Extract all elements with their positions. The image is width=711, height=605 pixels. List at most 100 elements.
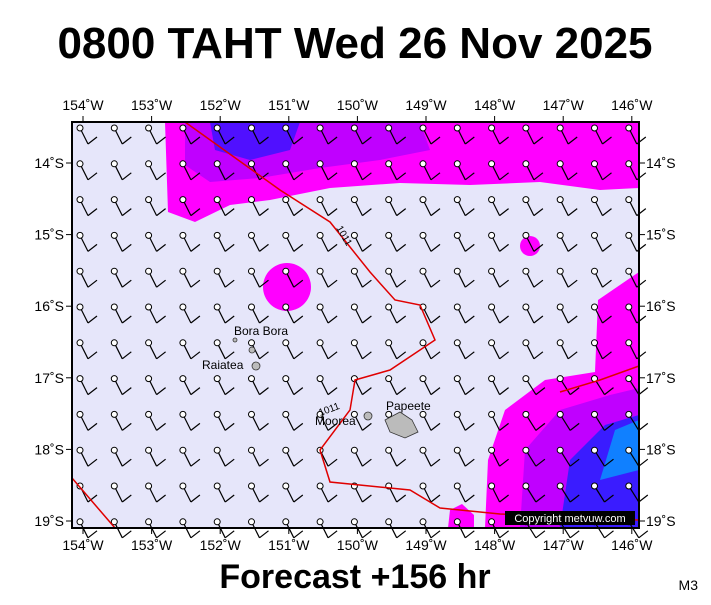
place-label: Raiatea [202, 358, 244, 372]
barb-tick [327, 351, 338, 360]
barb-station [453, 267, 461, 275]
barb-tick [604, 422, 614, 431]
barb-tick [293, 530, 304, 539]
barb-tick [190, 315, 201, 324]
barb-station [419, 231, 427, 239]
barb-station [625, 160, 633, 168]
barb-station [145, 339, 153, 347]
barb-tick [567, 351, 578, 360]
barb-tick [156, 136, 166, 145]
barb-station [316, 303, 324, 311]
barb-station [385, 231, 393, 239]
barb-tick [293, 172, 304, 181]
caption: Forecast +156 hr [219, 558, 490, 596]
lon-label: 147˚W [543, 537, 585, 553]
barb-station [556, 231, 564, 239]
barb-tick [87, 243, 98, 252]
barb-tick [224, 315, 235, 324]
barb-station [282, 231, 290, 239]
barb-station [522, 339, 530, 347]
lon-label: 148˚W [474, 97, 516, 113]
barb-tick [499, 315, 509, 324]
barb-tick [293, 422, 304, 431]
barb-tick [533, 172, 544, 181]
barb-station [625, 231, 633, 239]
islands [232, 337, 419, 439]
barb-tick [638, 387, 649, 396]
barb-tick [121, 494, 132, 503]
barb-station [591, 446, 598, 454]
barb-station [179, 482, 187, 490]
barb-station [248, 303, 255, 311]
lon-label: 148˚W [474, 537, 516, 553]
barb-tick [396, 243, 407, 252]
barb-station [248, 267, 255, 275]
barb-tick [224, 243, 235, 252]
lat-label: 18˚S [646, 441, 676, 457]
barb-station [419, 410, 427, 418]
barb-tick [327, 315, 338, 324]
barb-station [145, 303, 153, 311]
barb-tick [499, 172, 509, 181]
barb-tick [293, 243, 304, 252]
barb-tick [602, 208, 612, 217]
barb-station [248, 196, 255, 204]
barb-station [145, 482, 153, 490]
barb-tick [362, 243, 372, 252]
barb-station [350, 339, 358, 347]
barb-tick [190, 243, 201, 252]
barb-station [248, 231, 255, 239]
barb-tick [569, 494, 580, 503]
barb-tick [259, 243, 269, 252]
barb-station [76, 446, 84, 454]
barb-station [385, 375, 393, 383]
barb-tick [156, 315, 166, 324]
barb-station [453, 375, 461, 383]
barb-station [591, 482, 598, 490]
barb-tick [602, 315, 612, 324]
barb-tick [362, 136, 372, 145]
isobars [71, 121, 640, 529]
barb-station [145, 124, 153, 132]
barb-station [76, 375, 84, 383]
barb-station [110, 339, 118, 347]
barb-station [522, 482, 530, 490]
barb-station [556, 303, 564, 311]
lat-label: 16˚S [34, 298, 64, 314]
barb-station [453, 124, 461, 132]
barb-station [522, 231, 530, 239]
barb-station [316, 375, 324, 383]
barb-station [213, 410, 221, 418]
barb-station [179, 446, 187, 454]
barb-tick [430, 422, 441, 431]
barb-station [419, 375, 427, 383]
barb-tick [430, 494, 441, 503]
barb-station [213, 482, 221, 490]
barb-tick [259, 315, 269, 324]
barb-tick [396, 494, 407, 503]
barb-station [385, 124, 393, 132]
barb-tick [464, 315, 475, 324]
barb-station [350, 231, 358, 239]
barb-tick [567, 208, 578, 217]
barb-tick [121, 458, 132, 467]
barb-tick [121, 208, 132, 217]
lat-label: 15˚S [34, 227, 64, 243]
lat-label: 19˚S [34, 513, 64, 529]
barb-tick [224, 530, 235, 539]
place-label: Bora Bora [234, 324, 288, 338]
barb-station [556, 410, 564, 418]
barb-station [282, 267, 290, 275]
barb-tick [327, 458, 338, 467]
barb-station [316, 124, 324, 132]
barb-tick [156, 387, 166, 396]
barb-tick [464, 387, 475, 396]
barb-tick [396, 315, 407, 324]
barb-tick [327, 136, 338, 145]
barb-tick [499, 530, 509, 539]
barb-tick [567, 243, 578, 252]
barb-tick [259, 387, 269, 396]
place-labels: Bora Bora Raiatea Moorea Papeete [202, 324, 431, 428]
barb-tick [327, 530, 338, 539]
